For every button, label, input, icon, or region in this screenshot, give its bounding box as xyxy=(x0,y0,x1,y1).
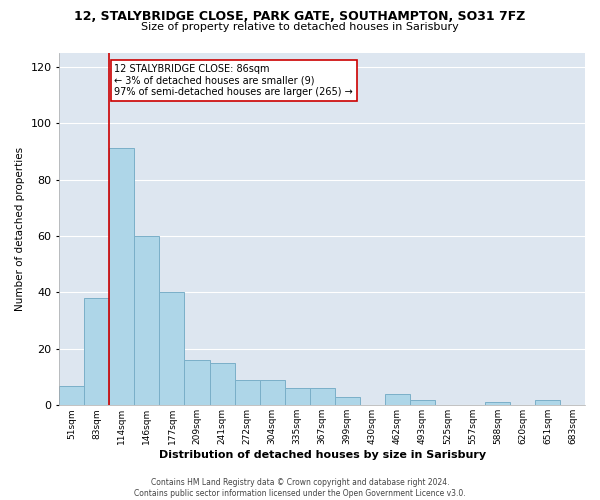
Bar xyxy=(535,400,560,406)
Bar xyxy=(410,400,435,406)
Bar xyxy=(59,386,85,406)
Bar xyxy=(134,236,160,406)
Text: 12, STALYBRIDGE CLOSE, PARK GATE, SOUTHAMPTON, SO31 7FZ: 12, STALYBRIDGE CLOSE, PARK GATE, SOUTHA… xyxy=(74,10,526,23)
Bar xyxy=(385,394,410,406)
Bar xyxy=(335,397,360,406)
Bar xyxy=(160,292,184,406)
X-axis label: Distribution of detached houses by size in Sarisbury: Distribution of detached houses by size … xyxy=(158,450,486,460)
Text: Contains HM Land Registry data © Crown copyright and database right 2024.
Contai: Contains HM Land Registry data © Crown c… xyxy=(134,478,466,498)
Text: Size of property relative to detached houses in Sarisbury: Size of property relative to detached ho… xyxy=(141,22,459,32)
Bar xyxy=(184,360,209,406)
Bar xyxy=(235,380,260,406)
Bar xyxy=(109,148,134,406)
Text: 12 STALYBRIDGE CLOSE: 86sqm
← 3% of detached houses are smaller (9)
97% of semi-: 12 STALYBRIDGE CLOSE: 86sqm ← 3% of deta… xyxy=(115,64,353,97)
Bar xyxy=(260,380,284,406)
Bar xyxy=(284,388,310,406)
Bar xyxy=(209,363,235,406)
Y-axis label: Number of detached properties: Number of detached properties xyxy=(15,147,25,311)
Bar xyxy=(310,388,335,406)
Bar xyxy=(485,402,510,406)
Bar xyxy=(85,298,109,406)
